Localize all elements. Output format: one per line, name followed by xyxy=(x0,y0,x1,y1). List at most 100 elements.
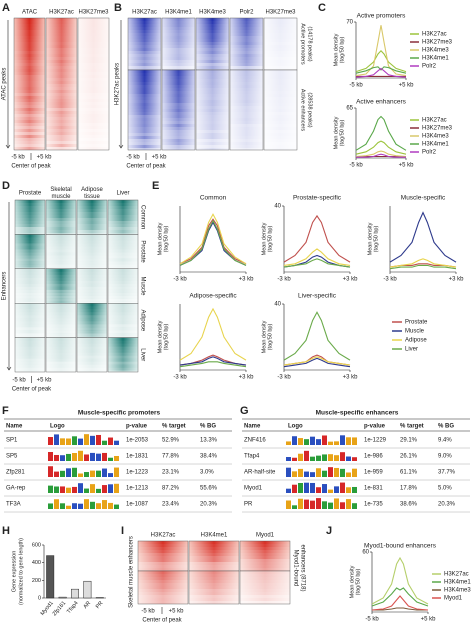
heatmap-texture xyxy=(46,271,76,275)
heatmap-texture xyxy=(15,277,45,281)
heatmap-texture xyxy=(15,358,45,362)
heatmap-texture xyxy=(230,27,263,30)
heatmap-texture xyxy=(14,75,45,78)
logo-glyph xyxy=(114,483,119,493)
logo-glyph xyxy=(96,488,101,493)
heatmap-column xyxy=(108,337,138,372)
heatmap-texture xyxy=(128,109,161,112)
heatmap-texture xyxy=(15,237,45,241)
heatmap-texture xyxy=(46,81,77,84)
table-cell: PR xyxy=(244,502,253,508)
heatmap-texture xyxy=(46,138,77,141)
heatmap-texture xyxy=(46,230,76,233)
heatmap-texture xyxy=(162,82,195,85)
heatmap-texture xyxy=(14,147,45,150)
logo-glyph xyxy=(346,437,351,445)
y-tick-label: 65 xyxy=(346,106,353,112)
profile-line xyxy=(283,258,351,268)
logo-glyph xyxy=(310,482,315,493)
heatmap-texture xyxy=(78,90,109,93)
heatmap-texture xyxy=(78,24,109,27)
heatmap-texture xyxy=(128,106,161,109)
heatmap-texture xyxy=(196,79,229,82)
heatmap-texture xyxy=(264,121,297,124)
heatmap-column xyxy=(240,571,290,604)
x-tick-label: -5 kb xyxy=(349,83,363,89)
y-tick-label: 200 xyxy=(32,578,41,584)
heatmap-texture xyxy=(15,349,45,353)
logo-glyph xyxy=(84,488,89,493)
heatmap-texture xyxy=(14,108,45,111)
heatmap-texture xyxy=(196,118,229,121)
axis-label: Gene expression xyxy=(11,551,17,593)
heatmap-texture xyxy=(162,54,195,57)
heatmap-texture xyxy=(138,568,188,571)
logo-glyph xyxy=(78,473,83,477)
axis-label: (tag/50 bp) xyxy=(373,226,379,253)
heatmap-texture xyxy=(162,130,195,133)
chart-title: Active promoters xyxy=(357,13,407,20)
logo-glyph xyxy=(90,470,95,477)
heatmap-texture xyxy=(196,133,229,136)
logo-glyph xyxy=(102,452,107,461)
heatmap-texture xyxy=(230,130,263,133)
heatmap-texture xyxy=(15,340,45,344)
heatmap-texture xyxy=(14,114,45,117)
heatmap-texture xyxy=(14,54,45,57)
heatmap-texture xyxy=(108,227,138,230)
axis-label: Mean density xyxy=(157,222,163,255)
heatmap-texture xyxy=(240,598,290,601)
heatmap-texture xyxy=(78,126,109,129)
heatmap-texture xyxy=(128,79,161,82)
heatmap-texture xyxy=(77,224,107,227)
heatmap-texture xyxy=(162,21,195,24)
logo-glyph xyxy=(292,457,297,461)
heatmap-texture xyxy=(138,586,188,589)
heatmap-texture xyxy=(78,27,109,30)
heatmap-texture xyxy=(230,103,263,106)
heatmap-texture xyxy=(14,84,45,87)
heatmap-texture xyxy=(108,315,138,319)
logo-glyph xyxy=(292,471,297,477)
heatmap-texture xyxy=(77,264,107,268)
profile-line xyxy=(371,556,429,605)
profile-line xyxy=(355,150,407,158)
heatmap-texture xyxy=(108,283,138,287)
heatmap-texture xyxy=(15,230,45,233)
heatmap-texture xyxy=(138,553,188,556)
heatmap-texture xyxy=(46,84,77,87)
heatmap-column xyxy=(77,200,107,235)
heatmap-texture xyxy=(46,352,76,356)
tick-label: -5 kb xyxy=(11,155,25,161)
heatmap-texture xyxy=(108,277,138,281)
logo-glyph xyxy=(310,456,315,461)
heatmap-texture xyxy=(264,33,297,36)
y-tick-label: 0 xyxy=(38,595,41,601)
heatmap-texture xyxy=(128,63,161,66)
heatmap-texture xyxy=(264,36,297,39)
logo-glyph xyxy=(286,467,291,477)
legend-label: H3K27ac xyxy=(422,32,447,38)
heatmap-texture xyxy=(128,45,161,48)
heatmap-texture xyxy=(189,574,239,577)
heatmap-texture xyxy=(189,544,239,547)
heatmap-texture xyxy=(15,330,45,334)
profile-line xyxy=(283,311,351,361)
heatmap-texture xyxy=(14,138,45,141)
heatmap-texture xyxy=(138,589,188,592)
heatmap-texture xyxy=(77,203,107,206)
heatmap-texture xyxy=(196,121,229,124)
axis-label: Mean density xyxy=(349,565,355,598)
heatmap-texture xyxy=(108,340,138,344)
heatmap-texture xyxy=(108,203,138,206)
logo-glyph xyxy=(72,452,77,461)
heatmap-texture xyxy=(162,60,195,63)
heatmap-texture xyxy=(108,249,138,253)
heatmap-texture xyxy=(128,48,161,51)
heatmap-texture xyxy=(15,283,45,287)
heatmap-texture xyxy=(264,139,297,142)
heatmap-texture xyxy=(108,280,138,284)
logo-glyph xyxy=(78,483,83,493)
heatmap-texture xyxy=(196,76,229,79)
heatmap-texture xyxy=(78,111,109,114)
